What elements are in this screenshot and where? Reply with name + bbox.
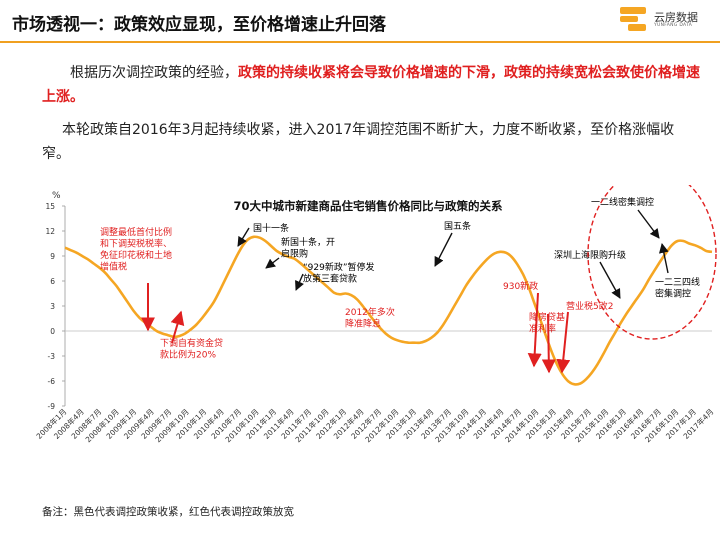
annotation-sz-sh-upgrade-line: 深圳上海限购升级 — [554, 249, 626, 261]
annotation-state-five-articles: 国五条 — [444, 220, 471, 232]
y-tick-label: 9 — [50, 252, 55, 261]
arrow-mortgage-rate-cut — [541, 313, 556, 374]
y-tick-label: -6 — [48, 377, 56, 386]
annotation-new-ten-articles: 新国十条，开启限购 — [281, 236, 335, 260]
logo-subtitle: YUNFANG DATA — [654, 23, 693, 28]
annotation-first-payment-tax-cut-line: 调整最低首付比例 — [100, 226, 172, 238]
annotation-sz-sh-upgrade: 深圳上海限购升级 — [554, 249, 626, 261]
annotation-new-ten-articles-line: 启限购 — [281, 248, 308, 260]
annotation-mortgage-rate-cut-line: 准利率 — [529, 323, 556, 335]
intro-paragraph-1-highlight: 政策的持续收紧将会导致价格增速的下滑，政策的持续宽松会致使价格增速上涨。 — [42, 65, 700, 105]
y-tick-label: 12 — [45, 227, 55, 236]
arrow-business-tax-change — [556, 311, 571, 374]
annotation-first-payment-tax-cut-line: 和下调契税税率、 — [100, 238, 172, 250]
annotation-self-funding-ratio-line: 款比例为20% — [160, 349, 216, 361]
annotation-tier12-tightening-line: 一二线密集调控 — [591, 196, 654, 208]
arrow-self-funding-ratio — [170, 310, 185, 344]
annotation-929-policy: “929新政”暂停发放第三套贷款 — [303, 261, 375, 285]
logo-mark-icon — [620, 7, 646, 31]
annotation-2012-rate-cuts-line: 2012年多次 — [345, 306, 395, 318]
annotation-first-payment-tax-cut-line: 免征印花税和土地 — [100, 249, 172, 261]
y-tick-label: -9 — [48, 402, 56, 411]
annotation-business-tax-change-line: 营业税5改2 — [566, 300, 613, 312]
annotation-state-eleven-articles-line: 国十一条 — [253, 222, 289, 234]
annotation-all-tiers-tightening: 一二三四线密集调控 — [655, 276, 700, 300]
annotation-2012-rate-cuts: 2012年多次降准降息 — [345, 306, 395, 330]
footnote: 备注：黑色代表调控政策收紧，红色代表调控政策放宽 — [42, 506, 294, 518]
annotation-mortgage-rate-cut-line: 降房贷基 — [529, 311, 565, 323]
y-axis-unit-label: % — [52, 191, 61, 201]
price-policy-chart: 70大中城市新建商品住宅销售价格同比与政策的关系%15 12 9 6 3 0 -3 -6 -9 2… — [34, 185, 717, 444]
annotation-first-payment-tax-cut: 调整最低首付比例和下调契税税率、免征印花税和土地增值税 — [100, 226, 172, 273]
arrow-all-tiers-tightening — [658, 243, 669, 274]
annotation-self-funding-ratio-line: 下调自有资金贷 — [160, 337, 223, 349]
header-divider — [0, 41, 720, 43]
annotation-state-eleven-articles: 国十一条 — [253, 222, 289, 234]
intro-paragraph-2: 本轮政策自2016年3月起持续收紧，进入2017年调控范围不断扩大，力度不断收紧… — [42, 122, 675, 162]
arrow-929-policy — [295, 273, 305, 291]
arrow-tier12-tightening — [637, 209, 660, 239]
annotation-930-policy-line: 930新政 — [503, 280, 538, 292]
intro-paragraph-1: 根据历次调控政策的经验，政策的持续收紧将会导致价格增速的下滑，政策的持续宽松会致… — [42, 61, 702, 109]
page-title: 市场透视一：政策效应显现，至价格增速止升回落 — [12, 15, 386, 35]
annotation-business-tax-change: 营业税5改2 — [566, 300, 613, 312]
annotation-state-five-articles-line: 国五条 — [444, 220, 471, 232]
arrow-sz-sh-upgrade — [599, 261, 621, 299]
chart-title: 70大中城市新建商品住宅销售价格同比与政策的关系 — [233, 199, 503, 213]
arrow-930-policy — [527, 292, 542, 368]
annotation-first-payment-tax-cut-line: 增值税 — [100, 261, 127, 273]
annotation-new-ten-articles-line: 新国十条，开 — [281, 236, 335, 248]
annotation-929-policy-line: 放第三套贷款 — [303, 273, 357, 285]
highlight-ellipse-2016-2017 — [587, 185, 717, 340]
annotation-tier12-tightening: 一二线密集调控 — [591, 196, 654, 208]
y-tick-label: 6 — [50, 277, 55, 286]
y-tick-label: 15 — [45, 202, 55, 211]
annotation-2012-rate-cuts-line: 降准降息 — [345, 318, 381, 330]
annotation-all-tiers-tightening-line: 密集调控 — [655, 288, 691, 300]
company-logo: 云房数据 YUNFANG DATA — [618, 2, 718, 38]
arrow-state-eleven-articles — [237, 227, 250, 247]
arrow-state-five-articles — [434, 232, 453, 267]
arrow-new-ten-articles — [265, 257, 280, 269]
annotation-self-funding-ratio: 下调自有资金贷款比例为20% — [160, 337, 223, 361]
intro-paragraph-1-text: 根据历次调控政策的经验， — [70, 65, 238, 81]
annotation-929-policy-line: “929新政”暂停发 — [303, 261, 375, 273]
y-tick-label: 3 — [50, 302, 55, 311]
annotation-930-policy: 930新政 — [503, 280, 538, 292]
logo-name: 云房数据 — [654, 11, 698, 24]
annotation-all-tiers-tightening-line: 一二三四线 — [655, 276, 700, 288]
y-tick-label: 0 — [50, 327, 55, 336]
y-tick-label: -3 — [48, 352, 56, 361]
